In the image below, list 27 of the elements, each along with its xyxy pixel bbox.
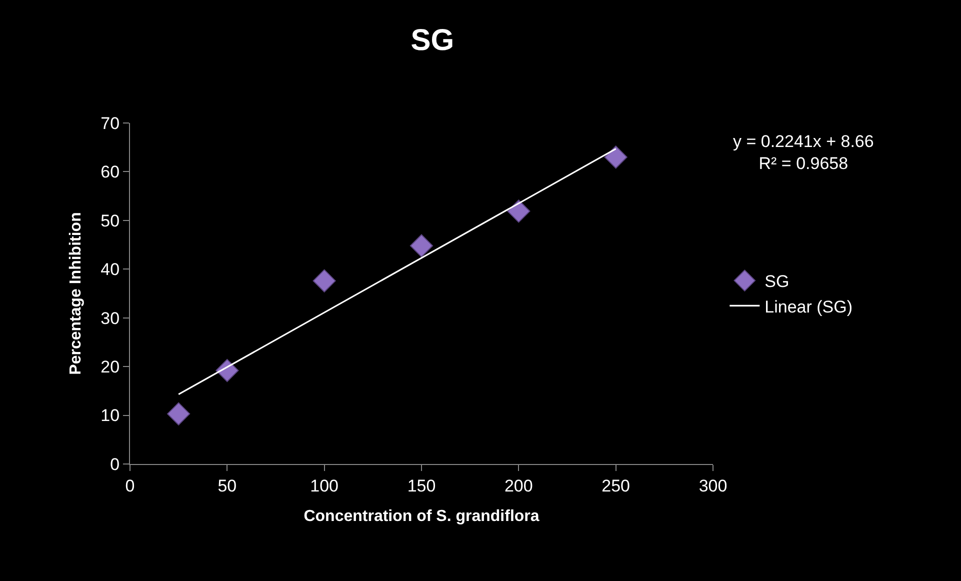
x-tick-label: 100 — [310, 476, 339, 496]
point — [312, 269, 336, 292]
text: y = 0.2241x + 8.66 — [733, 132, 874, 151]
x-tick-label: 300 — [698, 476, 728, 496]
x-tick-label: 50 — [218, 476, 237, 496]
chart-title: SG — [410, 24, 454, 58]
y-tick-label: 10 — [100, 406, 120, 426]
point — [410, 234, 434, 258]
point — [167, 402, 190, 426]
y-tick-label: 50 — [100, 211, 120, 230]
y-axis-title: Percentage Inhibition — [68, 212, 85, 375]
y-tick-label: 0 — [110, 454, 120, 474]
y-tick-label: 30 — [100, 308, 120, 328]
x-tick-label: 150 — [407, 476, 436, 496]
x-tick-label: 200 — [504, 476, 533, 496]
y-tick-label: 70 — [100, 114, 120, 133]
point — [604, 146, 628, 169]
legend-label: Linear (SG) — [764, 297, 853, 316]
point — [507, 200, 530, 223]
legend-label: SG — [764, 272, 790, 292]
text: R² = 0.9658 — [758, 154, 848, 174]
x-tick-label: 250 — [602, 476, 630, 496]
y-tick-label: 20 — [100, 358, 120, 377]
x-axis-title: Concentration of S. grandiflora — [304, 508, 540, 526]
y-tick-label: 60 — [100, 162, 120, 182]
y-tick-label: 40 — [100, 260, 120, 280]
x-tick-label: 0 — [125, 476, 135, 496]
